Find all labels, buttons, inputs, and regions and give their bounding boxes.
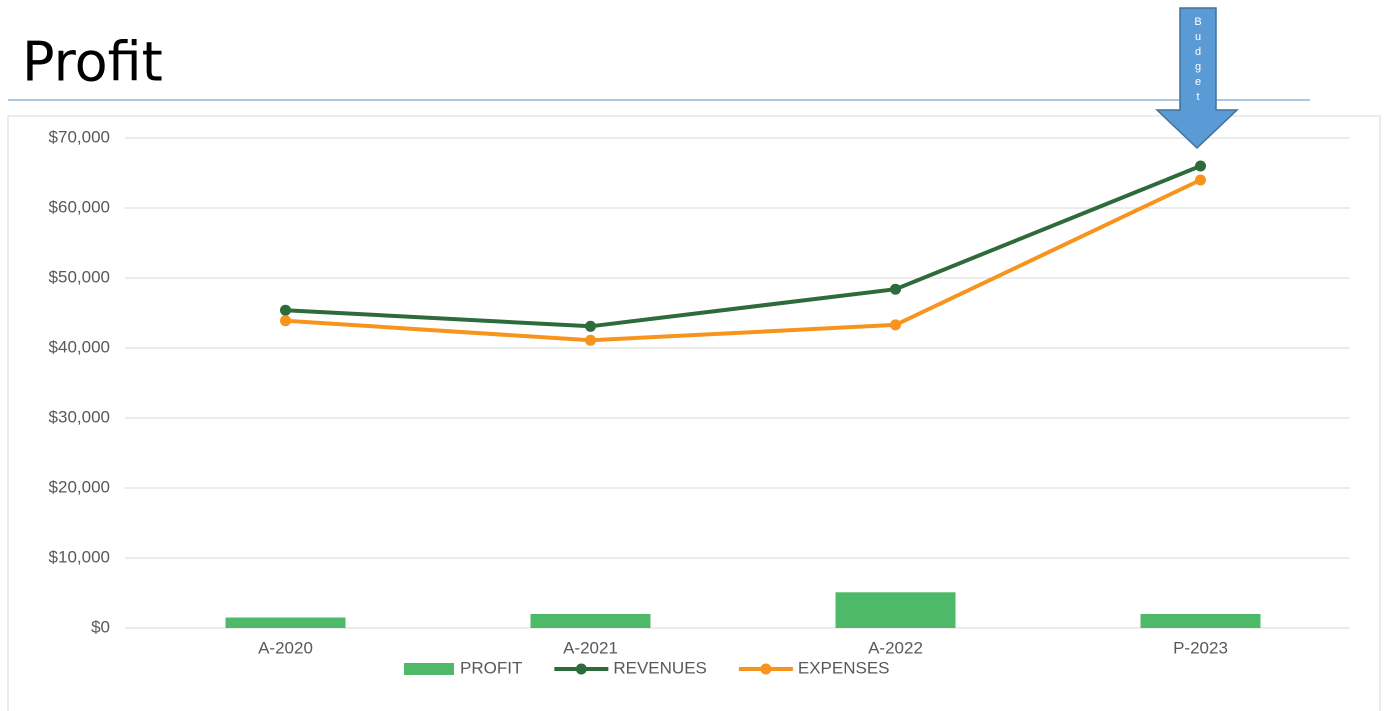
marker <box>890 283 901 295</box>
bar <box>1140 614 1261 628</box>
legend-label: EXPENSES <box>798 658 890 677</box>
legend-label: PROFIT <box>460 658 522 677</box>
bar <box>835 592 956 628</box>
x-tick-label: A-2022 <box>868 638 923 657</box>
x-tick-label: A-2021 <box>563 638 618 657</box>
y-tick-label: $60,000 <box>49 197 110 216</box>
marker <box>280 315 291 327</box>
marker <box>1195 174 1206 186</box>
legend-swatch <box>760 663 772 675</box>
legend-label: REVENUES <box>613 658 707 677</box>
legend-swatch <box>404 663 454 675</box>
line <box>285 164 1202 329</box>
y-tick-label: $30,000 <box>49 407 110 426</box>
marker <box>890 319 901 331</box>
budget-arrow <box>1155 7 1239 150</box>
marker <box>1195 160 1206 172</box>
y-tick-label: $0 <box>91 617 110 636</box>
y-tick-label: $40,000 <box>49 337 110 356</box>
plot: $0 $10,000 $20,000 $30,000 $40,000 $50,000 $60… <box>49 127 1350 677</box>
annotation: Budget <box>1192 16 1204 106</box>
marker <box>280 304 291 316</box>
line <box>285 178 1202 343</box>
y-tick-label: $10,000 <box>49 547 110 566</box>
bar <box>530 614 651 628</box>
legend-swatch <box>575 663 587 675</box>
marker <box>585 334 596 346</box>
bar <box>225 617 346 628</box>
marker <box>585 320 596 332</box>
chart-frame <box>7 115 1381 711</box>
y-tick-label: $20,000 <box>49 477 110 496</box>
x-tick-label: P-2023 <box>1173 638 1228 657</box>
x-tick-label: A-2020 <box>258 638 313 657</box>
y-tick-label: $70,000 <box>49 127 110 146</box>
y-tick-label: $50,000 <box>49 267 110 286</box>
chart-title: Profit <box>22 31 163 94</box>
